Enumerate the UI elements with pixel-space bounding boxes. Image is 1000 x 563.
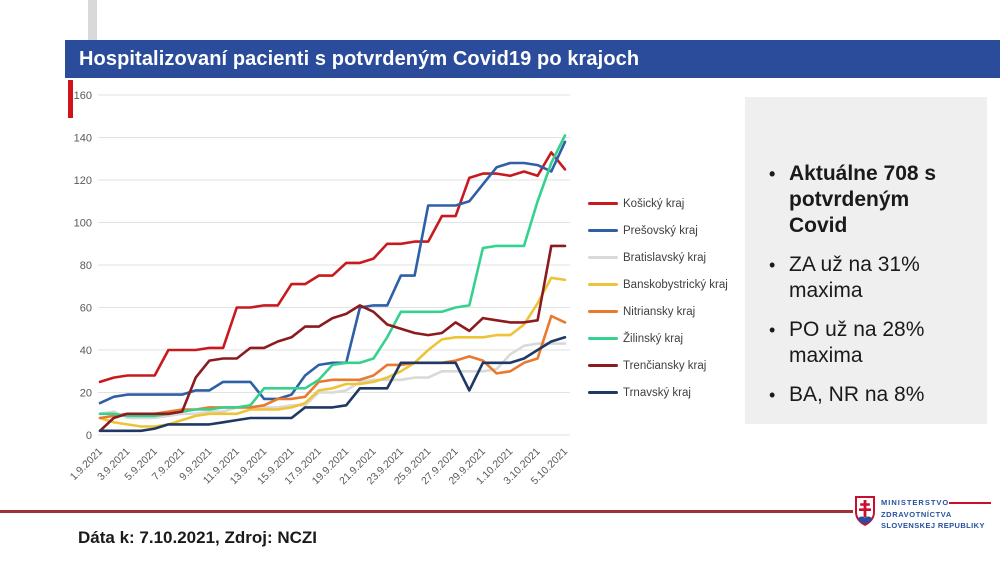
legend-item: Košický kraj [588,190,728,217]
bullet-marker: • [769,385,776,405]
hospitalizations-line-chart: 0204060801001201401601.9.20213.9.20215.9… [68,90,570,487]
bullet-item: • ZA už na 31% maxima [769,252,969,304]
bullet-text: PO už na 28% maxima [789,318,925,367]
bullet-text: ZA už na 31% maxima [789,253,920,302]
logo-red-rule [949,502,991,504]
legend-label: Trenčiansky kraj [623,359,707,372]
y-tick-label: 40 [80,345,92,357]
legend-label: Prešovský kraj [623,224,698,237]
series-line [98,276,567,428]
red-accent-bar [68,80,73,118]
y-tick-label: 160 [74,90,92,102]
ministry-line2: ZDRAVOTNÍCTVA [881,510,952,519]
ministry-line1: MINISTERSTVO [881,498,950,507]
legend-item: Prešovský kraj [588,217,728,244]
legend-item: Trnavský kraj [588,379,728,406]
bullet-item: • PO už na 28% maxima [769,317,969,369]
legend-label: Žilinský kraj [623,332,684,345]
bullet-marker: • [769,164,776,184]
ministry-logo: MINISTERSTVO ZDRAVOTNÍCTVA SLOVENSKEJ RE… [853,495,993,537]
legend-label: Banskobystrický kraj [623,278,728,291]
y-tick-label: 140 [74,133,92,145]
series-line [98,342,567,420]
y-tick-label: 60 [80,303,92,315]
legend-label: Bratislavský kraj [623,251,707,264]
ministry-line3: SLOVENSKEJ REPUBLIKY [881,521,985,530]
title-bar: Hospitalizovaní pacienti s potvrdeným Co… [65,40,1000,78]
legend-swatch [588,201,618,206]
legend-swatch [588,390,618,395]
series-line [98,151,567,384]
slovak-coat-of-arms-icon [855,496,875,526]
y-tick-label: 100 [74,218,92,230]
bullet-item: • BA, NR na 8% [769,382,969,408]
bullet-text: Aktuálne 708 s potvrdeným Covid [789,162,937,237]
y-tick-label: 120 [74,175,92,187]
legend-label: Trnavský kraj [623,386,691,399]
y-tick-label: 20 [80,388,92,400]
footer-divider [0,510,853,513]
bullet-marker: • [769,255,776,275]
chart-legend: Košický kraj Prešovský kraj Bratislavský k… [588,190,728,406]
series-line [98,140,567,405]
y-tick-label: 0 [86,430,92,442]
legend-item: Trenčiansky kraj [588,352,728,379]
gray-tab-decoration [88,0,97,40]
legend-item: Bratislavský kraj [588,244,728,271]
highlights-panel: • Aktuálne 708 s potvrdeným Covid • ZA už n… [745,97,987,424]
ministry-logo-text: MINISTERSTVO ZDRAVOTNÍCTVA SLOVENSKEJ RE… [881,498,985,530]
bullet-marker: • [769,320,776,340]
legend-item: Žilinský kraj [588,325,728,352]
series-line [98,335,567,433]
page-title: Hospitalizovaní pacienti s potvrdeným Co… [79,47,640,70]
data-source-note: Dáta k: 7.10.2021, Zdroj: NCZI [78,528,318,547]
legend-swatch [588,363,618,368]
y-tick-label: 80 [80,260,92,272]
bullet-text: BA, NR na 8% [789,383,925,406]
legend-label: Košický kraj [623,197,685,210]
legend-swatch [588,336,618,341]
legend-swatch [588,255,618,260]
legend-item: Banskobystrický kraj [588,271,728,298]
bullet-item: • Aktuálne 708 s potvrdeným Covid [769,161,969,239]
legend-label: Nitriansky kraj [623,305,696,318]
legend-swatch [588,309,618,314]
series-line [98,244,567,433]
series-line [98,314,567,420]
legend-item: Nitriansky kraj [588,298,728,325]
legend-swatch [588,282,618,287]
legend-swatch [588,228,618,233]
bullet-list: • Aktuálne 708 s potvrdeným Covid • ZA už n… [769,161,969,421]
